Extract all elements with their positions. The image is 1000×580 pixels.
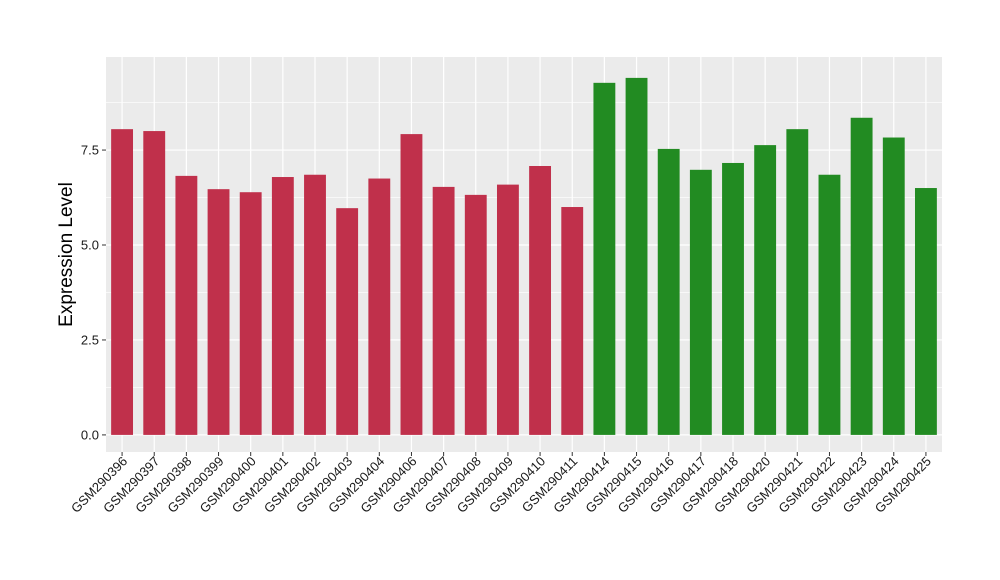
y-axis: 0.0 2.5 5.0 7.5	[81, 143, 106, 442]
bar-gsm290416	[657, 148, 680, 435]
bar-gsm290421	[786, 129, 809, 435]
bar-gsm290409	[496, 184, 519, 435]
y-tick-label: 2.5	[81, 332, 99, 347]
y-tick-label: 5.0	[81, 238, 99, 253]
bar-gsm290403	[336, 208, 359, 435]
bar-gsm290402	[304, 174, 326, 435]
plot-panel	[106, 57, 942, 452]
bar-gsm290418	[722, 162, 744, 435]
bar-gsm290420	[754, 145, 777, 435]
bar-gsm290411	[561, 207, 584, 435]
y-axis-title: Expression Level	[56, 182, 77, 327]
x-axis: GSM290396GSM290397GSM290398GSM290399GSM2…	[68, 452, 934, 516]
bar-gsm290425	[914, 188, 937, 435]
bar-gsm290401	[271, 177, 294, 435]
bar-gsm290408	[464, 194, 487, 435]
bar-gsm290400	[239, 192, 262, 435]
bar-gsm290423	[850, 117, 873, 435]
bars	[111, 77, 937, 435]
bar-gsm290404	[368, 178, 391, 435]
y-tick-label: 0.0	[81, 427, 99, 442]
bar-gsm290397	[143, 131, 166, 435]
bar-gsm290417	[689, 169, 712, 435]
bar-gsm290414	[593, 82, 616, 435]
bar-gsm290415	[625, 77, 648, 435]
bar-gsm290399	[207, 189, 230, 435]
bar-gsm290407	[432, 186, 455, 435]
bar-gsm290424	[882, 137, 905, 435]
bar-gsm290422	[818, 174, 841, 435]
bar-gsm290406	[400, 134, 423, 435]
bar-gsm290398	[175, 175, 198, 435]
bar-gsm290396	[111, 129, 134, 435]
y-tick-label: 7.5	[81, 143, 99, 158]
bar-gsm290410	[529, 166, 552, 435]
